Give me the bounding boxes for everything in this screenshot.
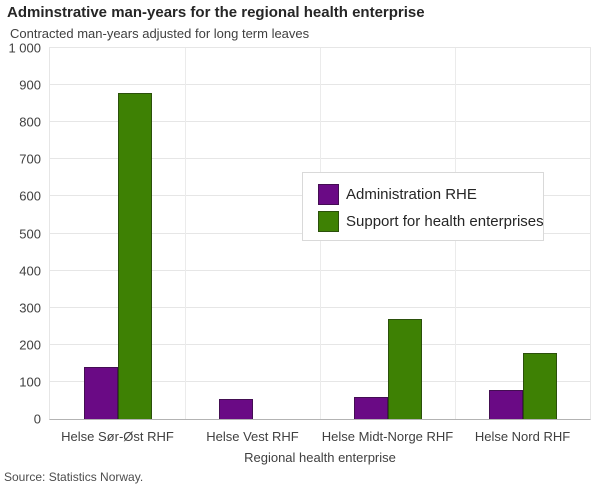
- bar-administration: [353, 397, 388, 419]
- legend-swatch-support-for-health-enterprises: [318, 210, 339, 232]
- bar-support: [522, 353, 557, 419]
- y-axis-tick-label: 300: [19, 300, 41, 316]
- bar-administration: [218, 399, 253, 419]
- y-axis-tick-label: 400: [19, 263, 41, 279]
- chart-subtitle: Contracted man-years adjusted for long t…: [10, 26, 310, 41]
- bar-support: [387, 319, 422, 419]
- y-axis-tick-label: 200: [19, 337, 41, 353]
- y-axis-tick-label: 1 000: [8, 40, 41, 56]
- x-axis-category-label: Helse Sør-Øst RHF: [61, 429, 174, 444]
- y-axis-tick-label: 700: [19, 151, 41, 167]
- x-axis-category-label: Helse Vest RHF: [206, 429, 299, 444]
- y-axis-tick-label: 0: [33, 411, 41, 427]
- chart-title: Adminstrative man-years for the regional…: [7, 4, 425, 21]
- y-axis-tick-label: 600: [19, 188, 41, 204]
- y-axis-tick-label: 900: [19, 77, 41, 93]
- x-axis-category-label: Helse Midt-Norge RHF: [321, 429, 454, 444]
- legend-swatch-administration-rhe: [318, 183, 339, 205]
- y-axis: 0 100 200 300 400 500 600 700 800 900 1 000: [0, 0, 41, 488]
- legend-item-label: Administration RHE: [346, 185, 477, 203]
- y-axis-tick-label: 800: [19, 114, 41, 130]
- legend-item-administration-rhe[interactable]: Administration RHE: [318, 182, 533, 206]
- x-axis-title: Regional health enterprise: [244, 450, 396, 465]
- y-axis-tick-label: 500: [19, 226, 41, 241]
- y-axis-tick-label: 100: [19, 374, 41, 390]
- source-note: Source: Statistics Norway.: [4, 470, 144, 484]
- x-axis-category-label: Helse Nord RHF: [474, 429, 571, 444]
- legend: Administration RHE Support for health en…: [302, 172, 544, 241]
- bar-support: [117, 93, 152, 419]
- legend-item-label: Support for health enterprises: [346, 212, 544, 230]
- gridline: [185, 48, 186, 419]
- legend-item-support-for-health-enterprises[interactable]: Support for health enterprises: [318, 209, 544, 233]
- bar-administration: [488, 390, 523, 419]
- bar-administration: [83, 367, 118, 419]
